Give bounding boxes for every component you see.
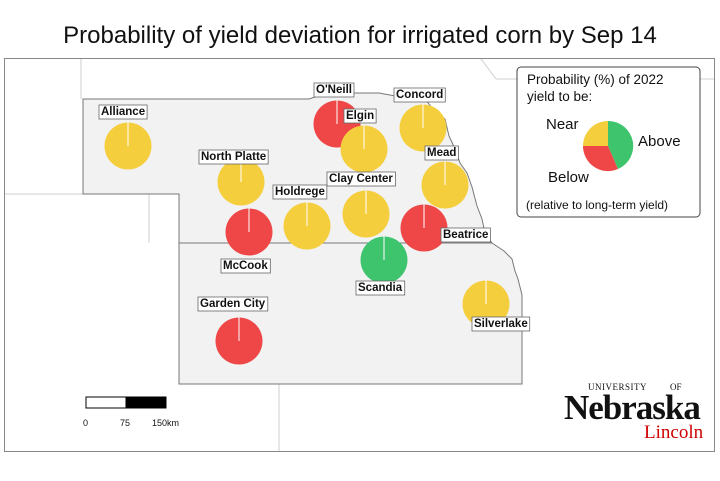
scale-tick-0: 0: [83, 418, 88, 428]
legend-title-line1: Probability (%) of 2022: [527, 72, 664, 87]
legend-title-line2: yield to be:: [527, 89, 592, 104]
location-marker-alliance: Alliance: [98, 104, 152, 170]
location-marker-elgin: Elgin: [340, 108, 388, 173]
scale-tick-75: 75: [120, 418, 130, 428]
legend-near-label: Near: [546, 116, 579, 133]
city-label-mead: Mead: [427, 147, 456, 159]
city-label-box-clay-center: [326, 171, 396, 187]
map-panel: Alliance O'Neill Elgin Concord North Platte M…: [4, 58, 715, 452]
city-label-box-silverlake: [471, 316, 531, 332]
legend-pie: [582, 120, 634, 172]
city-label-box-mccook: [220, 258, 271, 274]
city-label-box-o-neill: [313, 82, 355, 98]
location-marker-holdrege: Holdrege: [272, 184, 331, 250]
legend-pie-near: [583, 121, 608, 146]
location-marker-silverlake: Silverlake: [462, 280, 531, 332]
city-label-clay-center: Clay Center: [329, 173, 393, 185]
location-markers: Alliance O'Neill Elgin Concord North Platte M…: [98, 82, 531, 365]
logo-nebraska-text: Nebraska: [564, 388, 701, 427]
city-label-holdrege: Holdrege: [275, 186, 325, 198]
city-label-box-concord: [393, 87, 446, 103]
city-label-beatrice: Beatrice: [443, 229, 488, 241]
city-label-concord: Concord: [396, 89, 443, 101]
city-label-north-platte: North Platte: [201, 151, 266, 163]
city-label-scandia: Scandia: [358, 282, 403, 294]
logo-lincoln-text: Lincoln: [644, 422, 704, 443]
legend-above-label: Above: [638, 133, 681, 150]
scale-tick-150: 150km: [152, 418, 179, 428]
city-label-garden-city: Garden City: [200, 298, 266, 310]
city-label-box-holdrege: [272, 184, 328, 200]
city-label-mccook: McCook: [223, 260, 268, 272]
legend-below-label: Below: [548, 169, 589, 186]
city-label-o-neill: O'Neill: [316, 84, 352, 96]
location-marker-garden-city: Garden City: [197, 296, 269, 365]
location-marker-beatrice: Beatrice: [400, 204, 491, 252]
city-label-silverlake: Silverlake: [474, 318, 528, 330]
map-canvas: Alliance O'Neill Elgin Concord North Platte M…: [5, 59, 714, 451]
legend-pie-below: [582, 146, 618, 172]
logo-university-text: UNIVERSITY: [588, 382, 647, 392]
location-marker-clay-center: Clay Center: [326, 171, 396, 238]
location-marker-concord: Concord: [393, 87, 447, 152]
city-label-box-scandia: [355, 280, 406, 296]
logo-of-text: OF: [670, 382, 682, 392]
city-label-box-beatrice: [440, 227, 491, 243]
city-label-box-mead: [424, 145, 459, 161]
map-title: Probability of yield deviation for irrig…: [63, 22, 657, 49]
city-label-box-alliance: [98, 104, 148, 120]
legend-note: (relative to long-term yield): [526, 198, 668, 212]
location-marker-mead: Mead: [421, 145, 469, 209]
scale-bar-white: [85, 396, 127, 409]
kansas-outline: [178, 242, 523, 385]
city-label-alliance: Alliance: [101, 106, 145, 118]
unl-logo: UNIVERSITY OF Nebraska Lincoln: [562, 382, 712, 444]
legend-pie-above: [608, 120, 634, 169]
city-label-box-elgin: [343, 108, 377, 124]
scale-bar-black: [125, 396, 167, 409]
city-label-box-garden-city: [197, 296, 269, 312]
city-label-elgin: Elgin: [346, 110, 374, 122]
location-marker-mccook: McCook: [220, 208, 273, 274]
location-marker-north-platte: North Platte: [198, 149, 269, 206]
scale-bar: 0 75 150km: [83, 396, 179, 428]
location-marker-scandia: Scandia: [355, 236, 408, 296]
legend: Probability (%) of 2022 yield to be: Nea…: [516, 66, 701, 218]
city-label-box-north-platte: [198, 149, 269, 165]
